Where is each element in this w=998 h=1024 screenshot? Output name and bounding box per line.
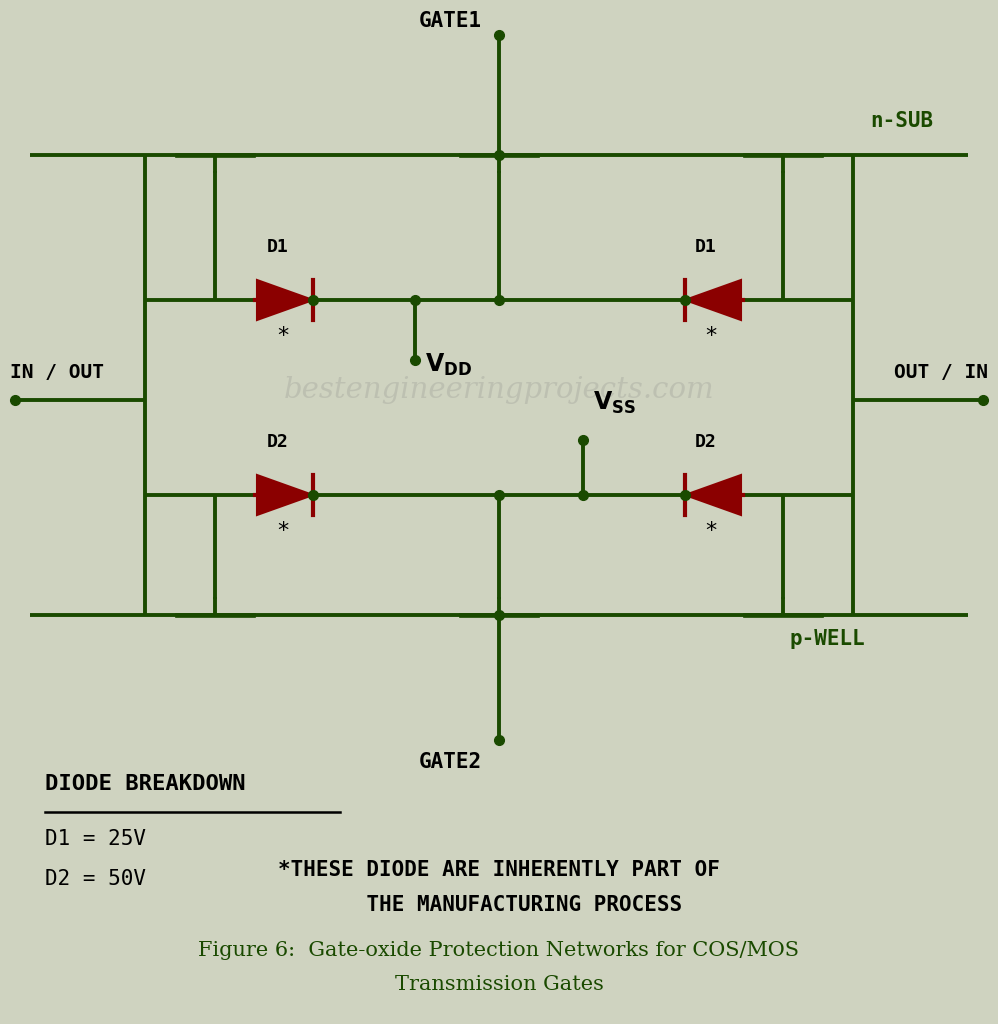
Text: Figure 6:  Gate-oxide Protection Networks for COS/MOS: Figure 6: Gate-oxide Protection Networks… <box>199 940 799 959</box>
Polygon shape <box>685 280 741 319</box>
Text: *: * <box>277 521 288 541</box>
Text: D2: D2 <box>267 433 288 451</box>
Text: *: * <box>705 326 717 346</box>
Text: Transmission Gates: Transmission Gates <box>394 976 604 994</box>
Polygon shape <box>257 475 313 515</box>
Text: D1: D1 <box>267 238 288 256</box>
Text: D1: D1 <box>695 238 717 256</box>
Text: $\mathbf{V_{SS}}$: $\mathbf{V_{SS}}$ <box>593 390 636 416</box>
Text: D1 = 25V: D1 = 25V <box>45 829 146 849</box>
Text: *: * <box>705 521 717 541</box>
Text: D2: D2 <box>695 433 717 451</box>
Text: OUT / IN: OUT / IN <box>894 362 988 382</box>
Text: *: * <box>277 326 288 346</box>
Text: THE MANUFACTURING PROCESS: THE MANUFACTURING PROCESS <box>316 895 682 915</box>
Text: bestengineeringprojects.com: bestengineeringprojects.com <box>283 376 715 404</box>
Text: *THESE DIODE ARE INHERENTLY PART OF: *THESE DIODE ARE INHERENTLY PART OF <box>278 860 720 880</box>
Text: DIODE BREAKDOWN: DIODE BREAKDOWN <box>45 774 246 794</box>
Text: $\mathbf{V_{DD}}$: $\mathbf{V_{DD}}$ <box>425 352 472 378</box>
Polygon shape <box>685 475 741 515</box>
Text: D2 = 50V: D2 = 50V <box>45 869 146 889</box>
Text: p-WELL: p-WELL <box>790 629 865 649</box>
Text: GATE1: GATE1 <box>419 11 482 31</box>
Text: n-SUB: n-SUB <box>870 111 933 131</box>
Text: IN / OUT: IN / OUT <box>10 362 104 382</box>
Polygon shape <box>257 280 313 319</box>
Text: GATE2: GATE2 <box>419 752 482 772</box>
